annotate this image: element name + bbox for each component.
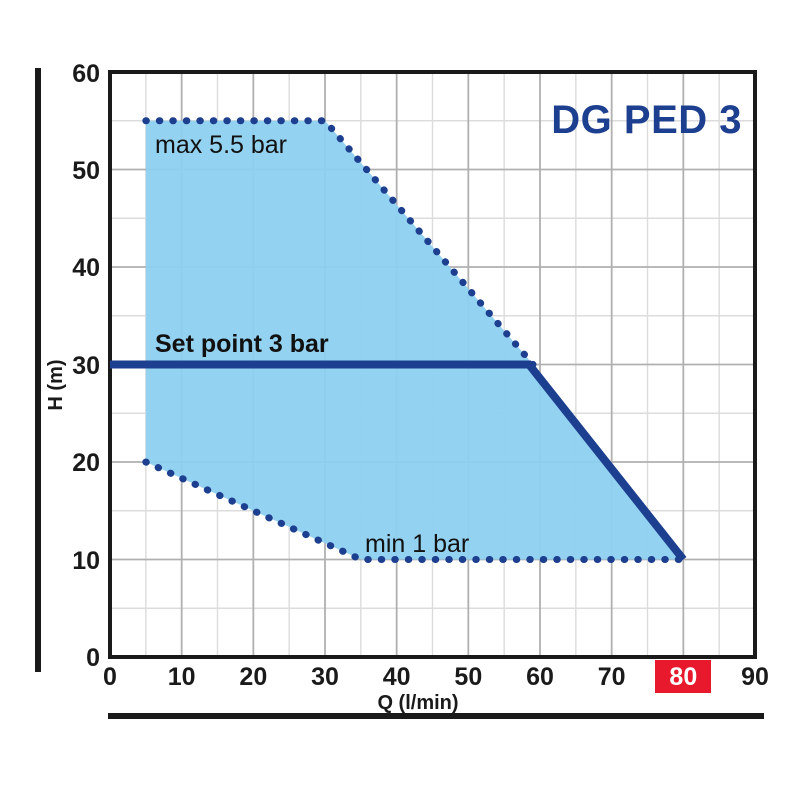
x-axis-title: Q (l/min) — [377, 692, 458, 714]
x-tick-90: 90 — [741, 663, 769, 691]
y-axis-tick-labels: 60 50 40 30 20 10 0 — [72, 60, 100, 672]
label-max-5-5-bar: max 5.5 bar — [155, 131, 287, 159]
x-tick-50: 50 — [454, 663, 482, 691]
curve-min-1-bar — [142, 458, 687, 563]
y-tick-40: 40 — [72, 254, 100, 282]
x-axis-tick-labels: 0 10 20 30 40 50 60 70 80 90 — [103, 660, 769, 693]
y-tick-30: 30 — [72, 352, 100, 380]
label-min-1-bar: min 1 bar — [365, 530, 469, 558]
operating-envelope-area — [145, 120, 684, 560]
y-tick-0: 0 — [86, 644, 100, 672]
x-tick-80-highlight-box — [655, 660, 711, 693]
x-tick-40: 40 — [383, 663, 411, 691]
chart-title: DG PED 3 — [551, 98, 742, 142]
x-tick-70: 70 — [598, 663, 626, 691]
y-axis-title: H (m) — [45, 359, 67, 410]
y-tick-50: 50 — [72, 157, 100, 185]
x-tick-20: 20 — [239, 663, 267, 691]
y-tick-10: 10 — [72, 547, 100, 575]
x-tick-80: 80 — [669, 663, 697, 691]
curve-max-5-5-bar — [142, 117, 537, 368]
y-tick-20: 20 — [72, 449, 100, 477]
x-tick-60: 60 — [526, 663, 554, 691]
x-tick-0: 0 — [103, 663, 117, 691]
x-tick-10: 10 — [168, 663, 196, 691]
curve-set-point-3-bar — [110, 360, 687, 562]
y-tick-60: 60 — [72, 60, 100, 88]
label-set-point-3-bar: Set point 3 bar — [155, 330, 329, 358]
x-tick-30: 30 — [311, 663, 339, 691]
